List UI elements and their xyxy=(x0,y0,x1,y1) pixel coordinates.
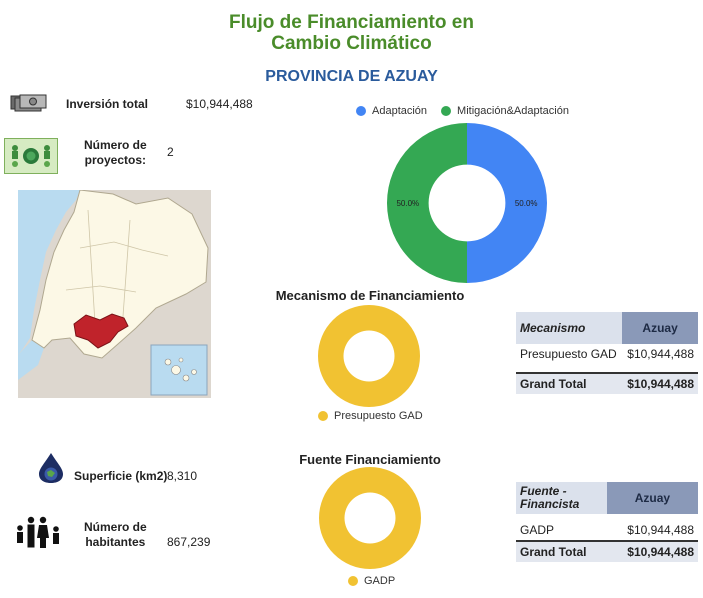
legend-label-adaptacion: Adaptación xyxy=(372,105,428,117)
row-label: GADP xyxy=(520,523,555,537)
chart3-legend: GADP xyxy=(348,575,395,587)
proyectos-label-line1: Número de xyxy=(84,138,147,152)
inversion-value: $10,944,488 xyxy=(186,97,253,111)
title-line-2: Cambio Climático xyxy=(271,33,432,54)
col-header-mecanismo: Mecanismo xyxy=(516,312,623,344)
chart3-title: Fuente Financiamiento xyxy=(299,452,441,467)
col-header-fuente-line2: Financista xyxy=(520,497,580,511)
province-title: PROVINCIA DE AZUAY xyxy=(265,68,438,85)
table-row: GADP $10,944,488 xyxy=(516,520,698,541)
money-icon xyxy=(10,94,48,117)
chart2-title: Mecanismo de Financiamiento xyxy=(275,288,465,303)
grand-total-label: Grand Total xyxy=(516,372,623,394)
col-header-fuente: Fuente - Financista xyxy=(516,482,607,514)
row-value: $10,944,488 xyxy=(627,347,694,361)
legend-dot-presupuesto xyxy=(318,411,328,421)
globe-icon xyxy=(36,452,66,489)
ecuador-map-icon xyxy=(18,189,211,398)
superficie-label: Superficie (km2) xyxy=(74,469,168,483)
row-value: $10,944,488 xyxy=(627,523,694,537)
habitantes-label-line1: Número de xyxy=(84,520,147,534)
inversion-label: Inversión total xyxy=(66,97,149,111)
chart1-legend: Adaptación Mitigación&Adaptación xyxy=(356,105,569,117)
donut-data-label: 50.0% xyxy=(515,199,538,208)
legend-dot-gadp xyxy=(348,576,358,586)
people-icon xyxy=(14,516,64,555)
mecanismo-table: Mecanismo Azuay Presupuesto GAD $10,944,… xyxy=(516,312,698,394)
col-header-fuente-line1: Fuente - xyxy=(520,484,567,498)
grand-total-value: $10,944,488 xyxy=(622,372,698,394)
habitantes-label-line2: habitantes xyxy=(85,535,146,549)
donut-slice-mitigaci-n-adaptaci-n xyxy=(387,123,467,283)
chart-adaptacion-donut: 50.0% 50.0% xyxy=(387,123,547,283)
title-line-1: Flujo de Financiamiento en xyxy=(229,12,474,33)
legend-label-gadp: GADP xyxy=(364,575,396,587)
grand-total-row: Grand Total $10,944,488 xyxy=(516,372,698,394)
superficie-value: 8,310 xyxy=(167,469,198,483)
donut-data-label: 50.0% xyxy=(396,199,419,208)
col-header-azuay: Azuay xyxy=(606,482,698,514)
legend-label-mitigacion: Mitigación&Adaptación xyxy=(457,105,569,117)
grand-total-row: Grand Total $10,944,488 xyxy=(516,540,698,562)
donut-slice-adaptaci-n xyxy=(467,123,547,283)
proyectos-label-line2: proyectos: xyxy=(84,153,147,167)
table-header: Fuente - Financista Azuay xyxy=(516,482,698,514)
grand-total-value: $10,944,488 xyxy=(606,540,698,562)
table-row: Presupuesto GAD $10,944,488 xyxy=(516,344,698,364)
fuente-table: Fuente - Financista Azuay GADP $10,944,4… xyxy=(516,482,698,562)
donut-slice-gadp xyxy=(319,467,421,569)
legend-dot-mitigacion xyxy=(441,106,452,116)
habitantes-label: Número de habitantes xyxy=(84,520,147,550)
proyectos-label: Número de proyectos: xyxy=(84,138,147,168)
projects-icon xyxy=(4,138,58,174)
page-title: Flujo de Financiamiento en Cambio Climát… xyxy=(0,12,703,54)
legend-dot-adaptacion xyxy=(356,106,366,116)
row-label: Presupuesto GAD xyxy=(520,347,617,361)
legend-label-presupuesto: Presupuesto GAD xyxy=(334,410,423,422)
chart-mecanismo-donut xyxy=(318,305,420,407)
proyectos-value: 2 xyxy=(167,145,174,159)
chart2-legend: Presupuesto GAD xyxy=(318,410,423,422)
col-header-azuay: Azuay xyxy=(622,312,698,344)
chart-fuente-donut xyxy=(319,467,421,569)
donut-slice-presupuesto-gad xyxy=(318,305,420,407)
grand-total-label: Grand Total xyxy=(516,540,607,562)
habitantes-value: 867,239 xyxy=(167,535,211,549)
table-header: Mecanismo Azuay xyxy=(516,312,698,344)
